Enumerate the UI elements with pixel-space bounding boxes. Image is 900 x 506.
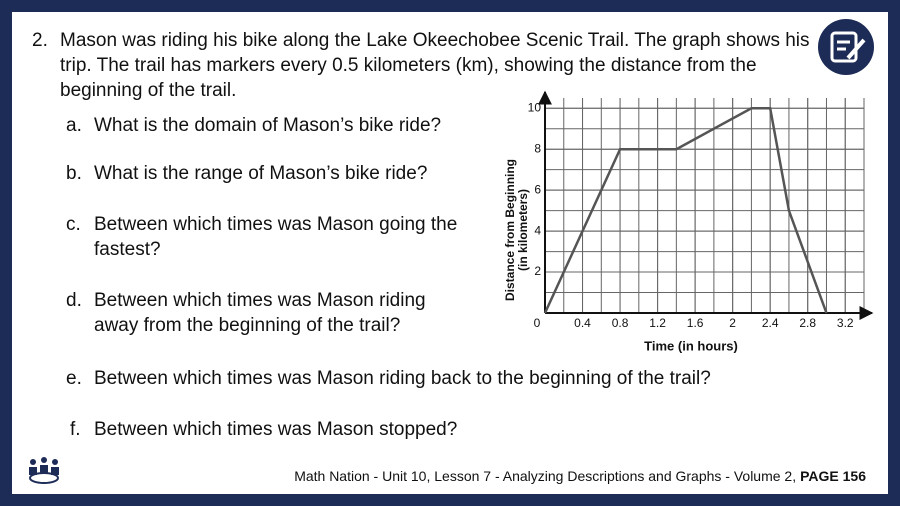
sheet [12, 12, 888, 494]
x-tick-label: 1.2 [649, 316, 666, 330]
x-tick-label: 1.6 [687, 316, 704, 330]
y-tick-label: 10 [528, 100, 542, 114]
footer-text: Math Nation - Unit 10, Lesson 7 - Analyz… [294, 468, 797, 484]
notes-icon [818, 19, 874, 75]
x-tick-label: 2.4 [762, 316, 779, 330]
question-text: Between which times was Mason going the … [94, 214, 458, 260]
question-label: f. [70, 419, 81, 440]
problem-number: 2. [32, 30, 48, 51]
footer: Math Nation - Unit 10, Lesson 7 - Analyz… [294, 468, 866, 484]
footer-page: PAGE 156 [800, 468, 866, 484]
x-tick-label: 0 [534, 316, 541, 330]
question-label: b. [66, 163, 82, 184]
y-axis-label: (in kilometers) [516, 189, 530, 271]
question-text: Between which times was Mason riding bac… [94, 368, 711, 389]
y-tick-label: 6 [534, 182, 541, 196]
y-axis-label: Distance from Beginning [503, 159, 517, 301]
problem-text: Mason was riding his bike along the Lake… [60, 30, 810, 101]
x-tick-label: 0.8 [612, 316, 629, 330]
question-label: d. [66, 290, 82, 311]
question-text: Between which times was Mason stopped? [94, 419, 458, 440]
y-tick-label: 2 [534, 264, 541, 278]
people-icon [29, 457, 59, 484]
x-tick-label: 0.4 [574, 316, 591, 330]
x-axis-label: Time (in hours) [644, 338, 738, 353]
question-text: What is the domain of Mason’s bike ride? [94, 115, 442, 136]
y-tick-label: 8 [534, 141, 541, 155]
x-tick-label: 2 [729, 316, 736, 330]
data-line [543, 106, 828, 314]
x-tick-label: 2.8 [799, 316, 816, 330]
question-text: Between which times was Mason riding awa… [94, 290, 426, 336]
y-tick-label: 4 [534, 223, 541, 237]
question-text: What is the range of Mason’s bike ride? [94, 163, 428, 184]
x-tick-label: 3.2 [837, 316, 854, 330]
question-label: e. [66, 368, 82, 389]
question-label: c. [66, 214, 81, 235]
question-label: a. [66, 115, 82, 136]
